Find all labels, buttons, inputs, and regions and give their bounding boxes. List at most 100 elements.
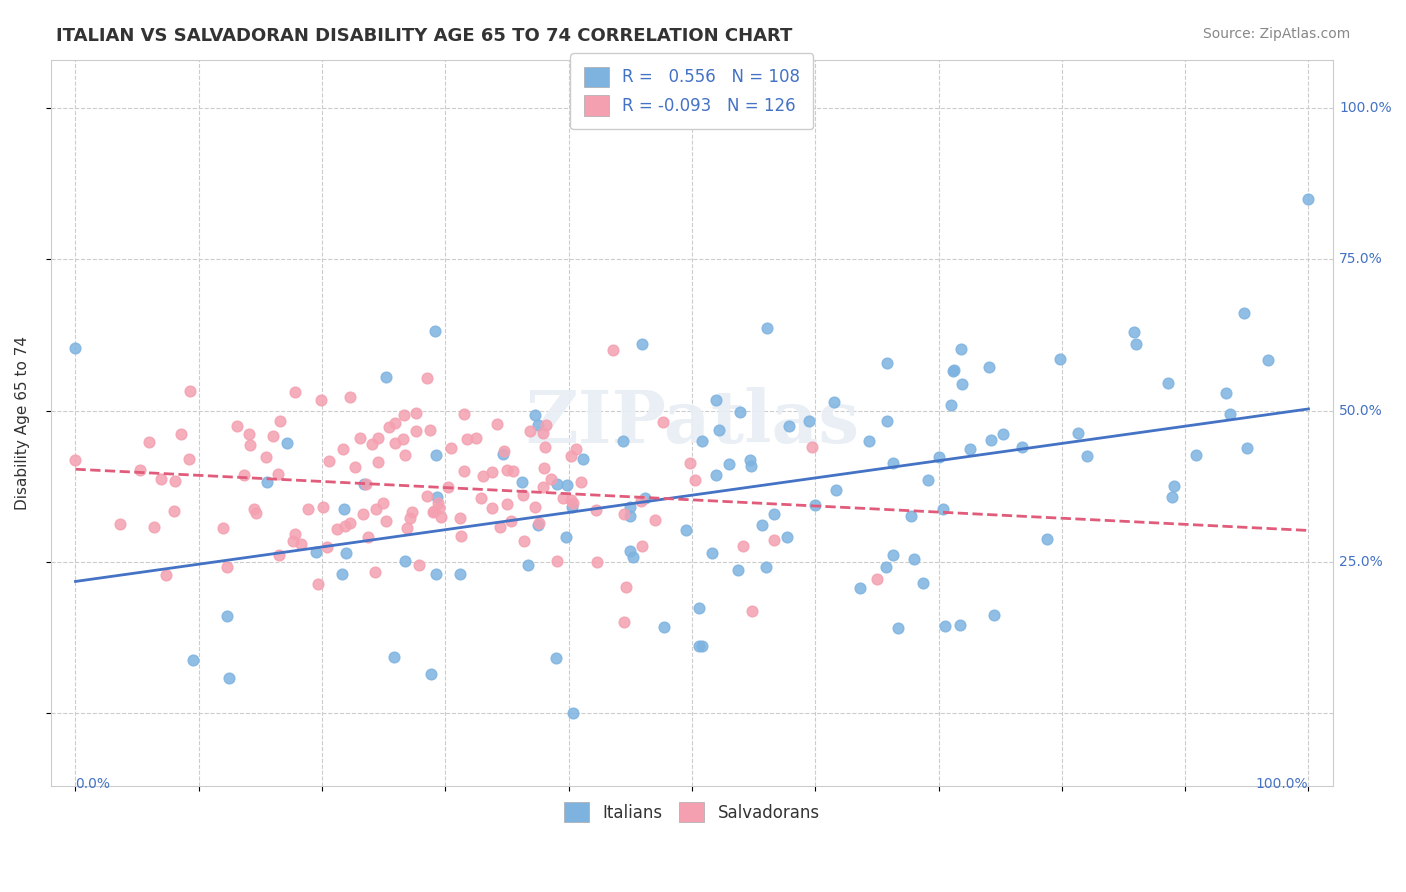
Salvadorans xyxy=(262,429,284,443)
Salvadorans xyxy=(155,567,177,582)
Italians xyxy=(382,650,405,665)
Italians xyxy=(942,362,965,376)
Text: 25.0%: 25.0% xyxy=(1340,555,1384,569)
Italians xyxy=(1236,442,1258,456)
Salvadorans xyxy=(344,459,367,474)
Salvadorans xyxy=(481,501,503,516)
Salvadorans xyxy=(245,506,267,520)
Text: Source: ZipAtlas.com: Source: ZipAtlas.com xyxy=(1202,27,1350,41)
Italians xyxy=(727,564,749,578)
Italians xyxy=(849,581,872,595)
Salvadorans xyxy=(394,448,416,462)
Salvadorans xyxy=(499,514,522,528)
Salvadorans xyxy=(284,385,307,400)
Italians xyxy=(704,392,727,407)
Italians xyxy=(215,609,238,624)
Salvadorans xyxy=(307,576,329,591)
Italians xyxy=(900,509,922,524)
Salvadorans xyxy=(318,454,340,468)
Italians xyxy=(799,414,821,428)
Italians xyxy=(1157,376,1180,391)
Italians xyxy=(950,377,973,392)
Salvadorans xyxy=(456,433,478,447)
Italians xyxy=(932,502,955,516)
Salvadorans xyxy=(384,417,406,431)
Salvadorans xyxy=(405,406,427,420)
Italians xyxy=(353,477,375,491)
Salvadorans xyxy=(349,431,371,445)
Salvadorans xyxy=(311,500,333,515)
Salvadorans xyxy=(408,558,430,573)
Salvadorans xyxy=(485,417,508,431)
Italians xyxy=(652,620,675,634)
Italians xyxy=(619,544,641,558)
Salvadorans xyxy=(396,521,419,535)
Italians xyxy=(256,475,278,489)
Salvadorans xyxy=(309,393,332,408)
Legend: Italians, Salvadorans: Italians, Salvadorans xyxy=(551,789,834,836)
Italians xyxy=(942,364,965,378)
Salvadorans xyxy=(470,491,492,506)
Salvadorans xyxy=(533,461,555,475)
Salvadorans xyxy=(531,426,554,441)
Italians xyxy=(555,478,578,492)
Italians xyxy=(993,427,1015,442)
Salvadorans xyxy=(128,463,150,477)
Text: 100.0%: 100.0% xyxy=(1340,101,1392,115)
Salvadorans xyxy=(540,472,562,486)
Italians xyxy=(425,448,447,462)
Salvadorans xyxy=(352,507,374,521)
Salvadorans xyxy=(238,426,260,441)
Italians xyxy=(980,434,1002,448)
Salvadorans xyxy=(586,555,609,569)
Italians xyxy=(335,546,357,560)
Italians xyxy=(633,491,655,505)
Italians xyxy=(1067,425,1090,440)
Italians xyxy=(675,523,697,537)
Italians xyxy=(1161,490,1184,504)
Salvadorans xyxy=(392,409,415,423)
Italians xyxy=(333,502,356,516)
Italians xyxy=(928,450,950,464)
Salvadorans xyxy=(512,534,534,549)
Salvadorans xyxy=(534,440,557,454)
Italians xyxy=(803,498,825,512)
Salvadorans xyxy=(481,465,503,479)
Italians xyxy=(423,324,446,338)
Italians xyxy=(1049,352,1071,367)
Salvadorans xyxy=(269,414,291,428)
Salvadorans xyxy=(523,500,546,514)
Salvadorans xyxy=(149,472,172,486)
Salvadorans xyxy=(630,494,652,508)
Salvadorans xyxy=(464,431,486,445)
Italians xyxy=(420,667,443,681)
Salvadorans xyxy=(527,516,550,531)
Salvadorans xyxy=(519,425,541,439)
Salvadorans xyxy=(613,615,636,630)
Italians xyxy=(375,369,398,384)
Salvadorans xyxy=(239,438,262,452)
Salvadorans xyxy=(419,423,441,437)
Salvadorans xyxy=(560,449,582,463)
Italians xyxy=(1184,448,1206,462)
Salvadorans xyxy=(392,432,415,446)
Italians xyxy=(776,530,799,544)
Salvadorans xyxy=(416,490,439,504)
Italians xyxy=(882,548,904,562)
Salvadorans xyxy=(339,516,361,531)
Italians xyxy=(492,447,515,461)
Salvadorans xyxy=(212,521,235,535)
Salvadorans xyxy=(472,469,495,483)
Salvadorans xyxy=(326,523,349,537)
Italians xyxy=(1219,407,1241,421)
Italians xyxy=(394,553,416,567)
Salvadorans xyxy=(450,529,472,543)
Salvadorans xyxy=(367,431,389,445)
Salvadorans xyxy=(163,504,186,518)
Salvadorans xyxy=(267,467,290,481)
Italians xyxy=(740,453,762,467)
Y-axis label: Disability Age 65 to 74: Disability Age 65 to 74 xyxy=(15,335,30,509)
Italians xyxy=(510,475,533,489)
Salvadorans xyxy=(546,554,568,568)
Italians xyxy=(527,517,550,532)
